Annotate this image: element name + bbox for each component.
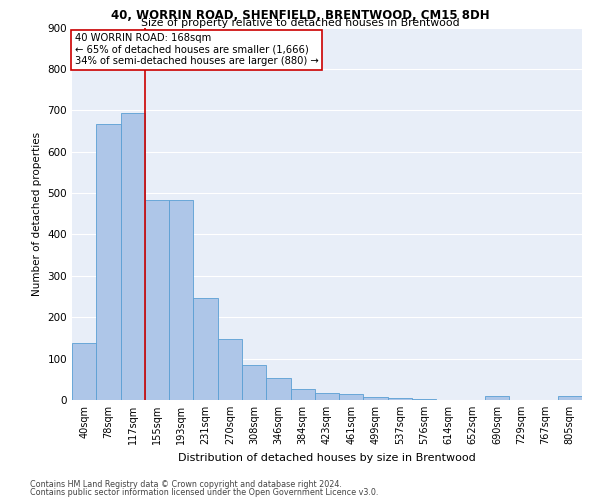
Bar xyxy=(485,396,509,400)
Bar xyxy=(169,200,193,400)
Text: Size of property relative to detached houses in Brentwood: Size of property relative to detached ho… xyxy=(140,18,460,28)
Bar xyxy=(315,392,339,400)
Bar xyxy=(96,124,121,400)
Bar xyxy=(339,394,364,400)
Text: 40, WORRIN ROAD, SHENFIELD, BRENTWOOD, CM15 8DH: 40, WORRIN ROAD, SHENFIELD, BRENTWOOD, C… xyxy=(110,9,490,22)
Bar xyxy=(290,389,315,400)
Y-axis label: Number of detached properties: Number of detached properties xyxy=(32,132,42,296)
Text: Contains public sector information licensed under the Open Government Licence v3: Contains public sector information licen… xyxy=(30,488,379,497)
Bar xyxy=(558,396,582,400)
Bar xyxy=(72,343,96,400)
Bar xyxy=(218,338,242,400)
Bar xyxy=(121,113,145,400)
Text: Contains HM Land Registry data © Crown copyright and database right 2024.: Contains HM Land Registry data © Crown c… xyxy=(30,480,342,489)
Text: 40 WORRIN ROAD: 168sqm
← 65% of detached houses are smaller (1,666)
34% of semi-: 40 WORRIN ROAD: 168sqm ← 65% of detached… xyxy=(74,33,319,66)
Bar xyxy=(266,378,290,400)
Bar xyxy=(242,365,266,400)
Bar xyxy=(388,398,412,400)
Bar xyxy=(193,298,218,400)
X-axis label: Distribution of detached houses by size in Brentwood: Distribution of detached houses by size … xyxy=(178,452,476,462)
Bar xyxy=(145,200,169,400)
Bar xyxy=(412,399,436,400)
Bar xyxy=(364,396,388,400)
